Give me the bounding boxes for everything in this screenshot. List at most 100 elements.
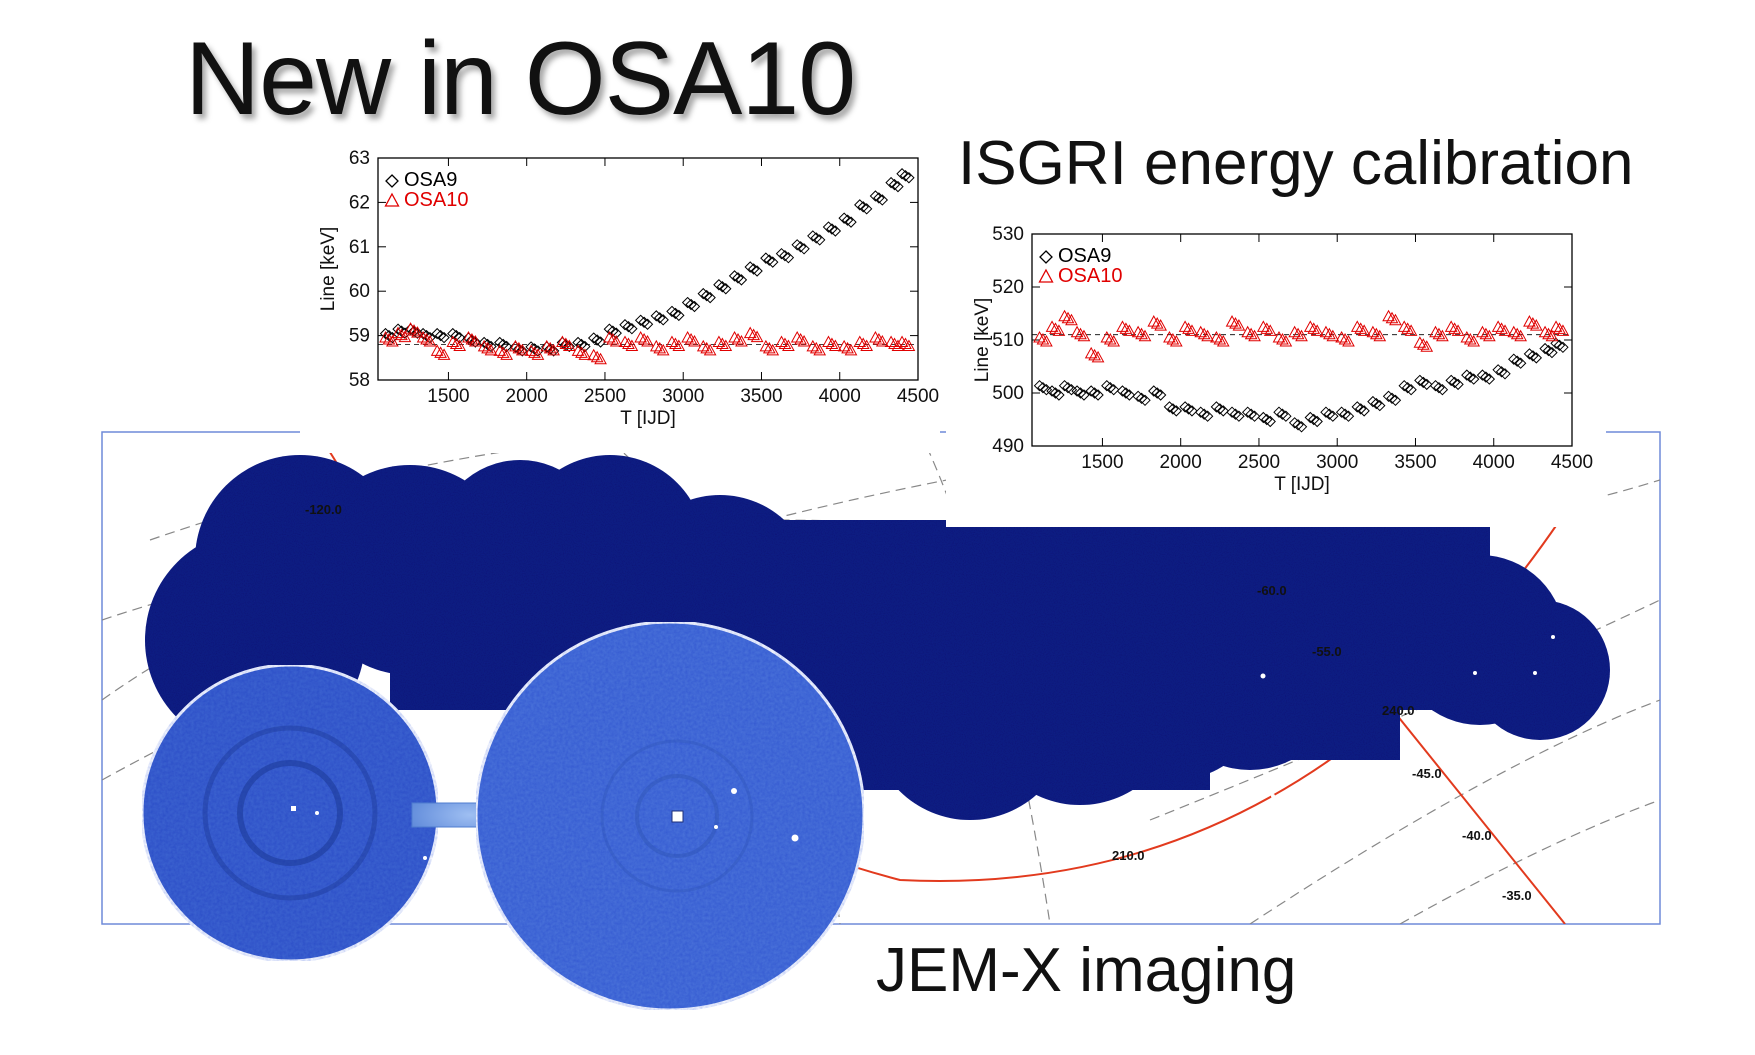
- data-point-osa10: [743, 326, 757, 339]
- data-point-osa10: [790, 331, 804, 343]
- data-point-osa10: [1116, 320, 1129, 332]
- data-point-osa10: [1244, 327, 1258, 340]
- data-point-osa10: [1291, 327, 1305, 340]
- data-point-osa9: [1374, 399, 1386, 412]
- data-point-osa9: [1182, 403, 1195, 415]
- data-point-osa10: [1248, 329, 1261, 342]
- data-point-osa9: [857, 201, 869, 213]
- y-tick-label: 62: [349, 192, 370, 213]
- data-point-osa10: [411, 326, 424, 338]
- x-tick-label: 4000: [819, 386, 861, 407]
- data-point-osa10: [728, 331, 741, 343]
- data-point-osa10: [556, 335, 569, 347]
- x-tick-label: 2000: [506, 386, 548, 407]
- y-tick-label: 59: [349, 326, 370, 347]
- data-point-osa9: [1370, 397, 1383, 410]
- data-point-osa10: [1479, 327, 1493, 340]
- data-point-osa10: [1045, 320, 1059, 332]
- data-point-osa9: [408, 325, 420, 337]
- data-point-osa10: [602, 331, 616, 343]
- legend-label: OSA9: [404, 169, 457, 191]
- data-point-osa10: [853, 335, 867, 347]
- data-point-osa10: [1373, 329, 1387, 342]
- data-point-osa9: [763, 254, 776, 266]
- data-point-osa10: [716, 337, 729, 349]
- data-point-osa10: [665, 335, 679, 347]
- data-point-osa10: [1413, 336, 1427, 348]
- data-point-osa9: [666, 305, 678, 318]
- data-point-osa9: [1311, 415, 1323, 428]
- data-point-osa9: [1339, 408, 1351, 420]
- data-point-osa9: [610, 327, 622, 339]
- grid-label: -40.0: [1462, 828, 1492, 843]
- data-point-osa9: [1483, 373, 1496, 385]
- data-point-osa9: [1248, 410, 1261, 422]
- data-point-osa10: [524, 344, 538, 356]
- data-point-osa9: [1088, 387, 1101, 399]
- data-point-osa10: [398, 330, 412, 343]
- data-point-osa10: [547, 343, 560, 356]
- data-point-osa10: [622, 337, 635, 349]
- data-point-osa9: [1257, 411, 1270, 424]
- y-axis-label: Line [keV]: [318, 227, 339, 312]
- data-point-osa9: [1058, 379, 1071, 392]
- data-point-osa10: [1382, 309, 1395, 322]
- data-point-osa10: [1276, 332, 1289, 345]
- data-point-osa9: [638, 316, 650, 328]
- data-point-osa9: [1214, 403, 1226, 415]
- y-tick-label: 60: [349, 281, 370, 302]
- data-point-osa10: [1444, 320, 1458, 332]
- data-point-osa10: [1354, 322, 1368, 334]
- data-point-osa10: [1420, 340, 1434, 352]
- data-point-osa10: [1119, 322, 1133, 334]
- data-point-osa10: [407, 324, 421, 336]
- data-point-osa9: [892, 180, 904, 193]
- data-point-osa10: [1507, 325, 1521, 338]
- data-point-osa9: [813, 234, 826, 246]
- data-point-osa10: [1065, 313, 1078, 326]
- data-point-osa9: [860, 203, 873, 215]
- data-point-osa10: [869, 331, 882, 343]
- data-point-osa10: [1185, 324, 1199, 336]
- data-point-osa9: [838, 212, 850, 224]
- data-point-osa9: [1288, 417, 1301, 429]
- data-point-osa9: [1461, 369, 1473, 381]
- data-point-osa9: [1167, 403, 1179, 415]
- data-point-osa9: [899, 170, 912, 182]
- data-point-osa10: [528, 346, 541, 358]
- data-point-osa10: [606, 333, 620, 345]
- data-point-osa9: [1327, 410, 1339, 422]
- data-point-osa10: [1256, 320, 1270, 332]
- data-point-osa10: [735, 335, 748, 347]
- data-point-osa9: [779, 249, 791, 262]
- data-point-osa10: [747, 328, 760, 341]
- data-point-osa10: [1514, 329, 1528, 342]
- data-point-osa9: [650, 310, 663, 322]
- data-point-osa10: [500, 348, 514, 360]
- data-point-osa9: [896, 168, 908, 180]
- x-tick-label: 4500: [1551, 452, 1593, 473]
- page-title: New in OSA10: [185, 21, 856, 137]
- data-point-osa9: [791, 239, 803, 251]
- data-point-osa10: [512, 341, 526, 354]
- data-point-osa10: [571, 344, 585, 356]
- data-point-osa9: [841, 214, 854, 226]
- data-point-osa10: [688, 335, 701, 347]
- data-point-osa10: [481, 341, 494, 354]
- y-tick-label: 58: [349, 370, 370, 391]
- data-point-osa10: [559, 337, 573, 349]
- data-point-osa9: [1467, 373, 1480, 385]
- x-tick-label: 2000: [1160, 452, 1202, 473]
- data-point-osa9: [556, 336, 569, 349]
- data-point-osa9: [528, 343, 541, 355]
- data-point-osa10: [1131, 325, 1145, 338]
- data-point-osa10: [1553, 322, 1566, 334]
- data-point-osa9: [532, 345, 544, 357]
- data-point-osa9: [1323, 408, 1336, 420]
- data-point-osa9: [700, 289, 713, 302]
- data-point-osa10: [809, 341, 823, 354]
- data-point-osa9: [1557, 341, 1569, 354]
- legend-label: OSA9: [1058, 245, 1111, 267]
- y-tick-label: 490: [992, 436, 1024, 457]
- data-point-osa10: [637, 333, 651, 345]
